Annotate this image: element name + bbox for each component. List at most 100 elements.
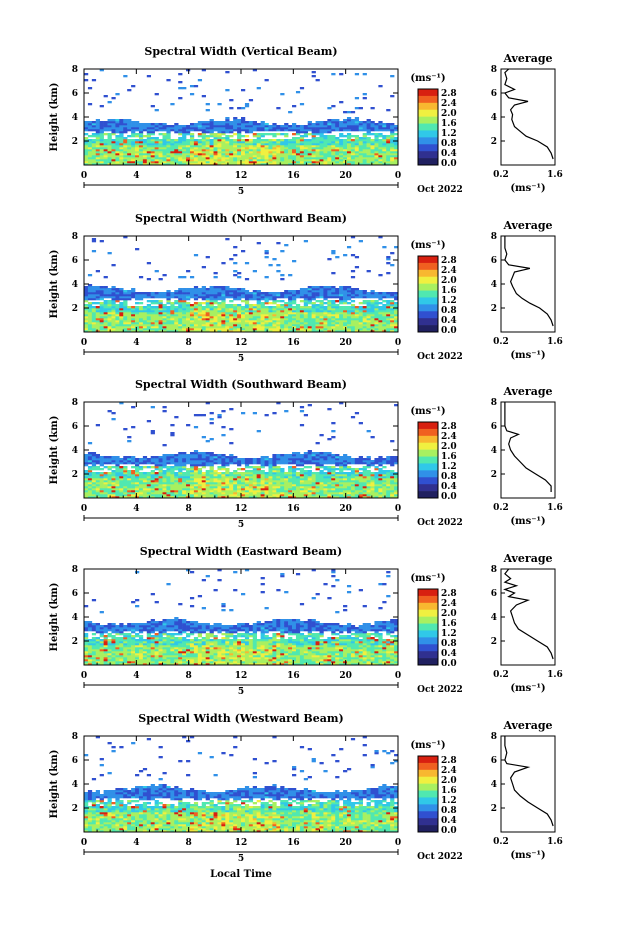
heatmap-cell	[390, 127, 395, 130]
heatmap-cell	[111, 488, 116, 491]
colorbar-unit: (ms⁻¹)	[410, 240, 445, 251]
heatmap-cell	[166, 149, 171, 152]
heatmap-cell	[186, 294, 191, 297]
heatmap-cell	[378, 139, 383, 142]
heatmap-cell	[248, 458, 254, 461]
heatmap-cell	[99, 286, 104, 289]
heatmap-cell	[193, 468, 199, 471]
heatmap-cell	[213, 149, 218, 152]
heatmap-cell	[119, 494, 124, 497]
heatmap-cell	[213, 121, 218, 124]
heatmap-cell	[189, 304, 195, 307]
heatmap-cell	[343, 480, 348, 483]
heatmap-cell	[103, 145, 108, 148]
heatmap-cell	[131, 123, 136, 126]
heatmap-cell	[237, 490, 242, 493]
heatmap-cell	[205, 486, 210, 489]
heatmap-cell	[303, 163, 309, 166]
heatmap-cell	[205, 330, 210, 333]
heatmap-cell	[284, 127, 289, 130]
heatmap-cell	[217, 143, 222, 146]
heatmap-cell	[217, 484, 222, 487]
heatmap-cell	[186, 153, 191, 156]
heatmap-cell	[221, 153, 226, 156]
heatmap-cell	[299, 294, 305, 297]
heatmap-cell	[311, 131, 316, 134]
heatmap-cell	[229, 460, 234, 463]
heatmap-cell	[339, 402, 344, 405]
heatmap-cell	[288, 127, 293, 130]
heatmap-cell	[182, 131, 187, 134]
heatmap-cell	[115, 316, 120, 319]
colorbar-tick-label: 0.4	[441, 149, 457, 159]
heatmap-cell	[272, 161, 277, 164]
heatmap-cell	[260, 492, 265, 495]
heatmap-cell	[193, 486, 199, 489]
heatmap-cell	[303, 482, 309, 485]
heatmap-cell	[174, 123, 179, 126]
heatmap-cell	[178, 276, 183, 279]
heatmap-cell	[189, 294, 195, 297]
heatmap-cell	[295, 127, 301, 130]
heatmap-cell	[162, 458, 167, 461]
heatmap-cell	[343, 462, 348, 465]
heatmap-cell	[170, 139, 175, 142]
heatmap-cell	[335, 159, 340, 162]
heatmap-cell	[284, 474, 289, 477]
heatmap-cell	[244, 121, 250, 124]
heatmap-cell	[178, 294, 183, 297]
heatmap-cell	[225, 145, 230, 148]
heatmap-cell	[213, 163, 218, 166]
heatmap-cell	[323, 468, 328, 471]
heatmap-cell	[343, 143, 348, 146]
heatmap-cell	[382, 163, 387, 166]
heatmap-cell	[193, 288, 199, 291]
heatmap-cell	[252, 484, 257, 487]
heatmap-cell	[292, 308, 297, 311]
heatmap-cell	[268, 328, 273, 331]
heatmap-cell	[150, 123, 155, 126]
heatmap-cell	[241, 129, 246, 132]
heatmap-cell	[327, 147, 332, 150]
heatmap-cell	[362, 157, 367, 160]
heatmap-cell	[358, 318, 363, 321]
x-tick-label: 0	[81, 171, 87, 181]
heatmap-cell	[115, 119, 120, 122]
heatmap-cell	[213, 316, 218, 319]
heatmap-cell	[107, 462, 112, 465]
heatmap-cell	[237, 468, 242, 471]
heatmap-cell	[339, 462, 344, 465]
heatmap-cell	[299, 324, 305, 327]
heatmap-cell	[162, 129, 167, 132]
heatmap-cell	[327, 476, 332, 479]
heatmap-cell	[354, 322, 360, 325]
heatmap-cell	[205, 139, 210, 142]
heatmap-cell	[146, 328, 152, 331]
heatmap-cell	[197, 458, 203, 461]
heatmap-cell	[382, 135, 387, 138]
heatmap-cell	[95, 296, 100, 299]
heatmap-cell	[99, 149, 104, 152]
heatmap-cell	[288, 488, 293, 491]
heatmap-cell	[197, 129, 203, 132]
heatmap-cell	[264, 153, 269, 156]
heatmap-cell	[205, 318, 210, 321]
heatmap-cell	[174, 330, 179, 333]
heatmap-cell	[142, 159, 148, 162]
heatmap-cell	[390, 131, 395, 134]
heatmap-cell	[142, 314, 148, 317]
heatmap-cell	[170, 326, 175, 329]
heatmap-cell	[264, 292, 269, 295]
heatmap-cell	[362, 93, 367, 96]
heatmap-cell	[166, 292, 171, 295]
heatmap-cell	[123, 474, 128, 477]
heatmap-cell	[256, 476, 261, 479]
heatmap-cell	[138, 145, 144, 148]
heatmap-cell	[288, 304, 293, 307]
heatmap-cell	[174, 326, 179, 329]
heatmap-cell	[299, 316, 305, 319]
heatmap-cell	[99, 131, 104, 134]
heatmap-cell	[193, 141, 199, 144]
heatmap-cell	[331, 490, 336, 493]
heatmap-cell	[280, 484, 285, 487]
